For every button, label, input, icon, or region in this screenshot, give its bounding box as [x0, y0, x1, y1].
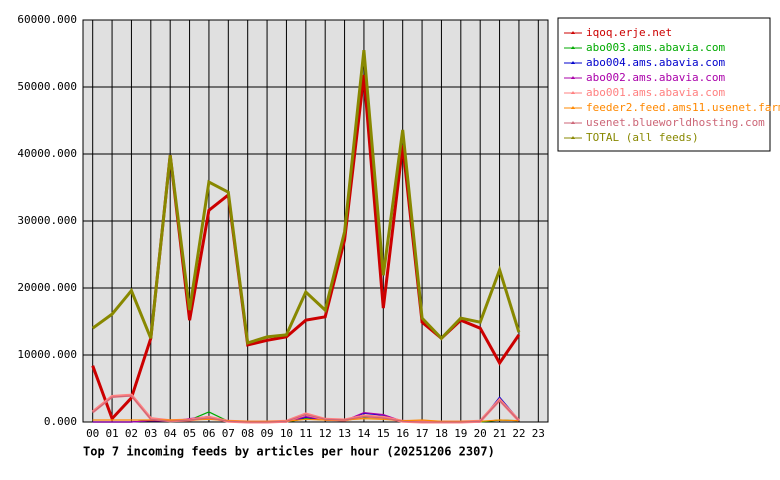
series-line: [91, 49, 521, 345]
y-tick-label: 20000.000: [17, 281, 77, 294]
x-tick-label: 19: [454, 427, 467, 440]
legend-label: feeder2.feed.ams11.usenet.farm: [586, 101, 780, 114]
legend-label: abo002.ams.abavia.com: [586, 71, 725, 84]
x-tick-label: 17: [415, 427, 428, 440]
x-tick-label: 21: [493, 427, 506, 440]
legend-marker: [571, 91, 575, 94]
legend-label: abo004.ams.abavia.com: [586, 56, 725, 69]
legend-label: usenet.blueworldhosting.com: [586, 116, 765, 129]
legend-marker: [571, 46, 575, 49]
legend-label: iqoq.erje.net: [586, 26, 672, 39]
x-tick-label: 13: [338, 427, 351, 440]
legend: [557, 17, 771, 152]
x-tick-label: 09: [260, 427, 273, 440]
series-line: [92, 395, 520, 423]
x-tick-label: 23: [532, 427, 545, 440]
x-tick-label: 05: [183, 427, 196, 440]
y-tick-label: 50000.000: [17, 80, 77, 93]
legend-marker: [571, 136, 575, 139]
legend-marker: [571, 106, 575, 109]
chart-title: Top 7 incoming feeds by articles per hou…: [83, 445, 495, 459]
legend-marker: [571, 31, 575, 34]
y-tick-label: 30000.000: [17, 214, 77, 227]
x-tick-label: 03: [144, 427, 157, 440]
x-tick-label: 00: [86, 427, 99, 440]
x-tick-label: 16: [396, 427, 409, 440]
legend-marker: [571, 61, 575, 64]
x-tick-label: 20: [474, 427, 487, 440]
x-tick-label: 02: [125, 427, 138, 440]
y-tick-label: 40000.000: [17, 147, 77, 160]
x-tick-label: 11: [299, 427, 312, 440]
x-tick-label: 10: [280, 427, 293, 440]
x-tick-label: 14: [357, 427, 371, 440]
y-tick-label: 10000.000: [17, 348, 77, 361]
legend-marker: [571, 76, 575, 79]
x-tick-label: 04: [164, 427, 178, 440]
x-tick-label: 18: [435, 427, 448, 440]
x-tick-label: 08: [241, 427, 254, 440]
legend-label: TOTAL (all feeds): [586, 131, 699, 144]
x-tick-label: 12: [319, 427, 332, 440]
x-tick-label: 22: [512, 427, 525, 440]
legend-label: abo001.ams.abavia.com: [586, 86, 725, 99]
y-tick-label: 0.000: [44, 415, 77, 428]
y-tick-label: 60000.000: [17, 13, 77, 26]
x-tick-label: 06: [202, 427, 215, 440]
series-line: [92, 417, 519, 422]
x-tick-label: 15: [377, 427, 390, 440]
x-tick-label: 07: [222, 427, 235, 440]
legend-label: abo003.ams.abavia.com: [586, 41, 725, 54]
x-tick-label: 01: [105, 427, 118, 440]
legend-marker: [571, 121, 575, 124]
